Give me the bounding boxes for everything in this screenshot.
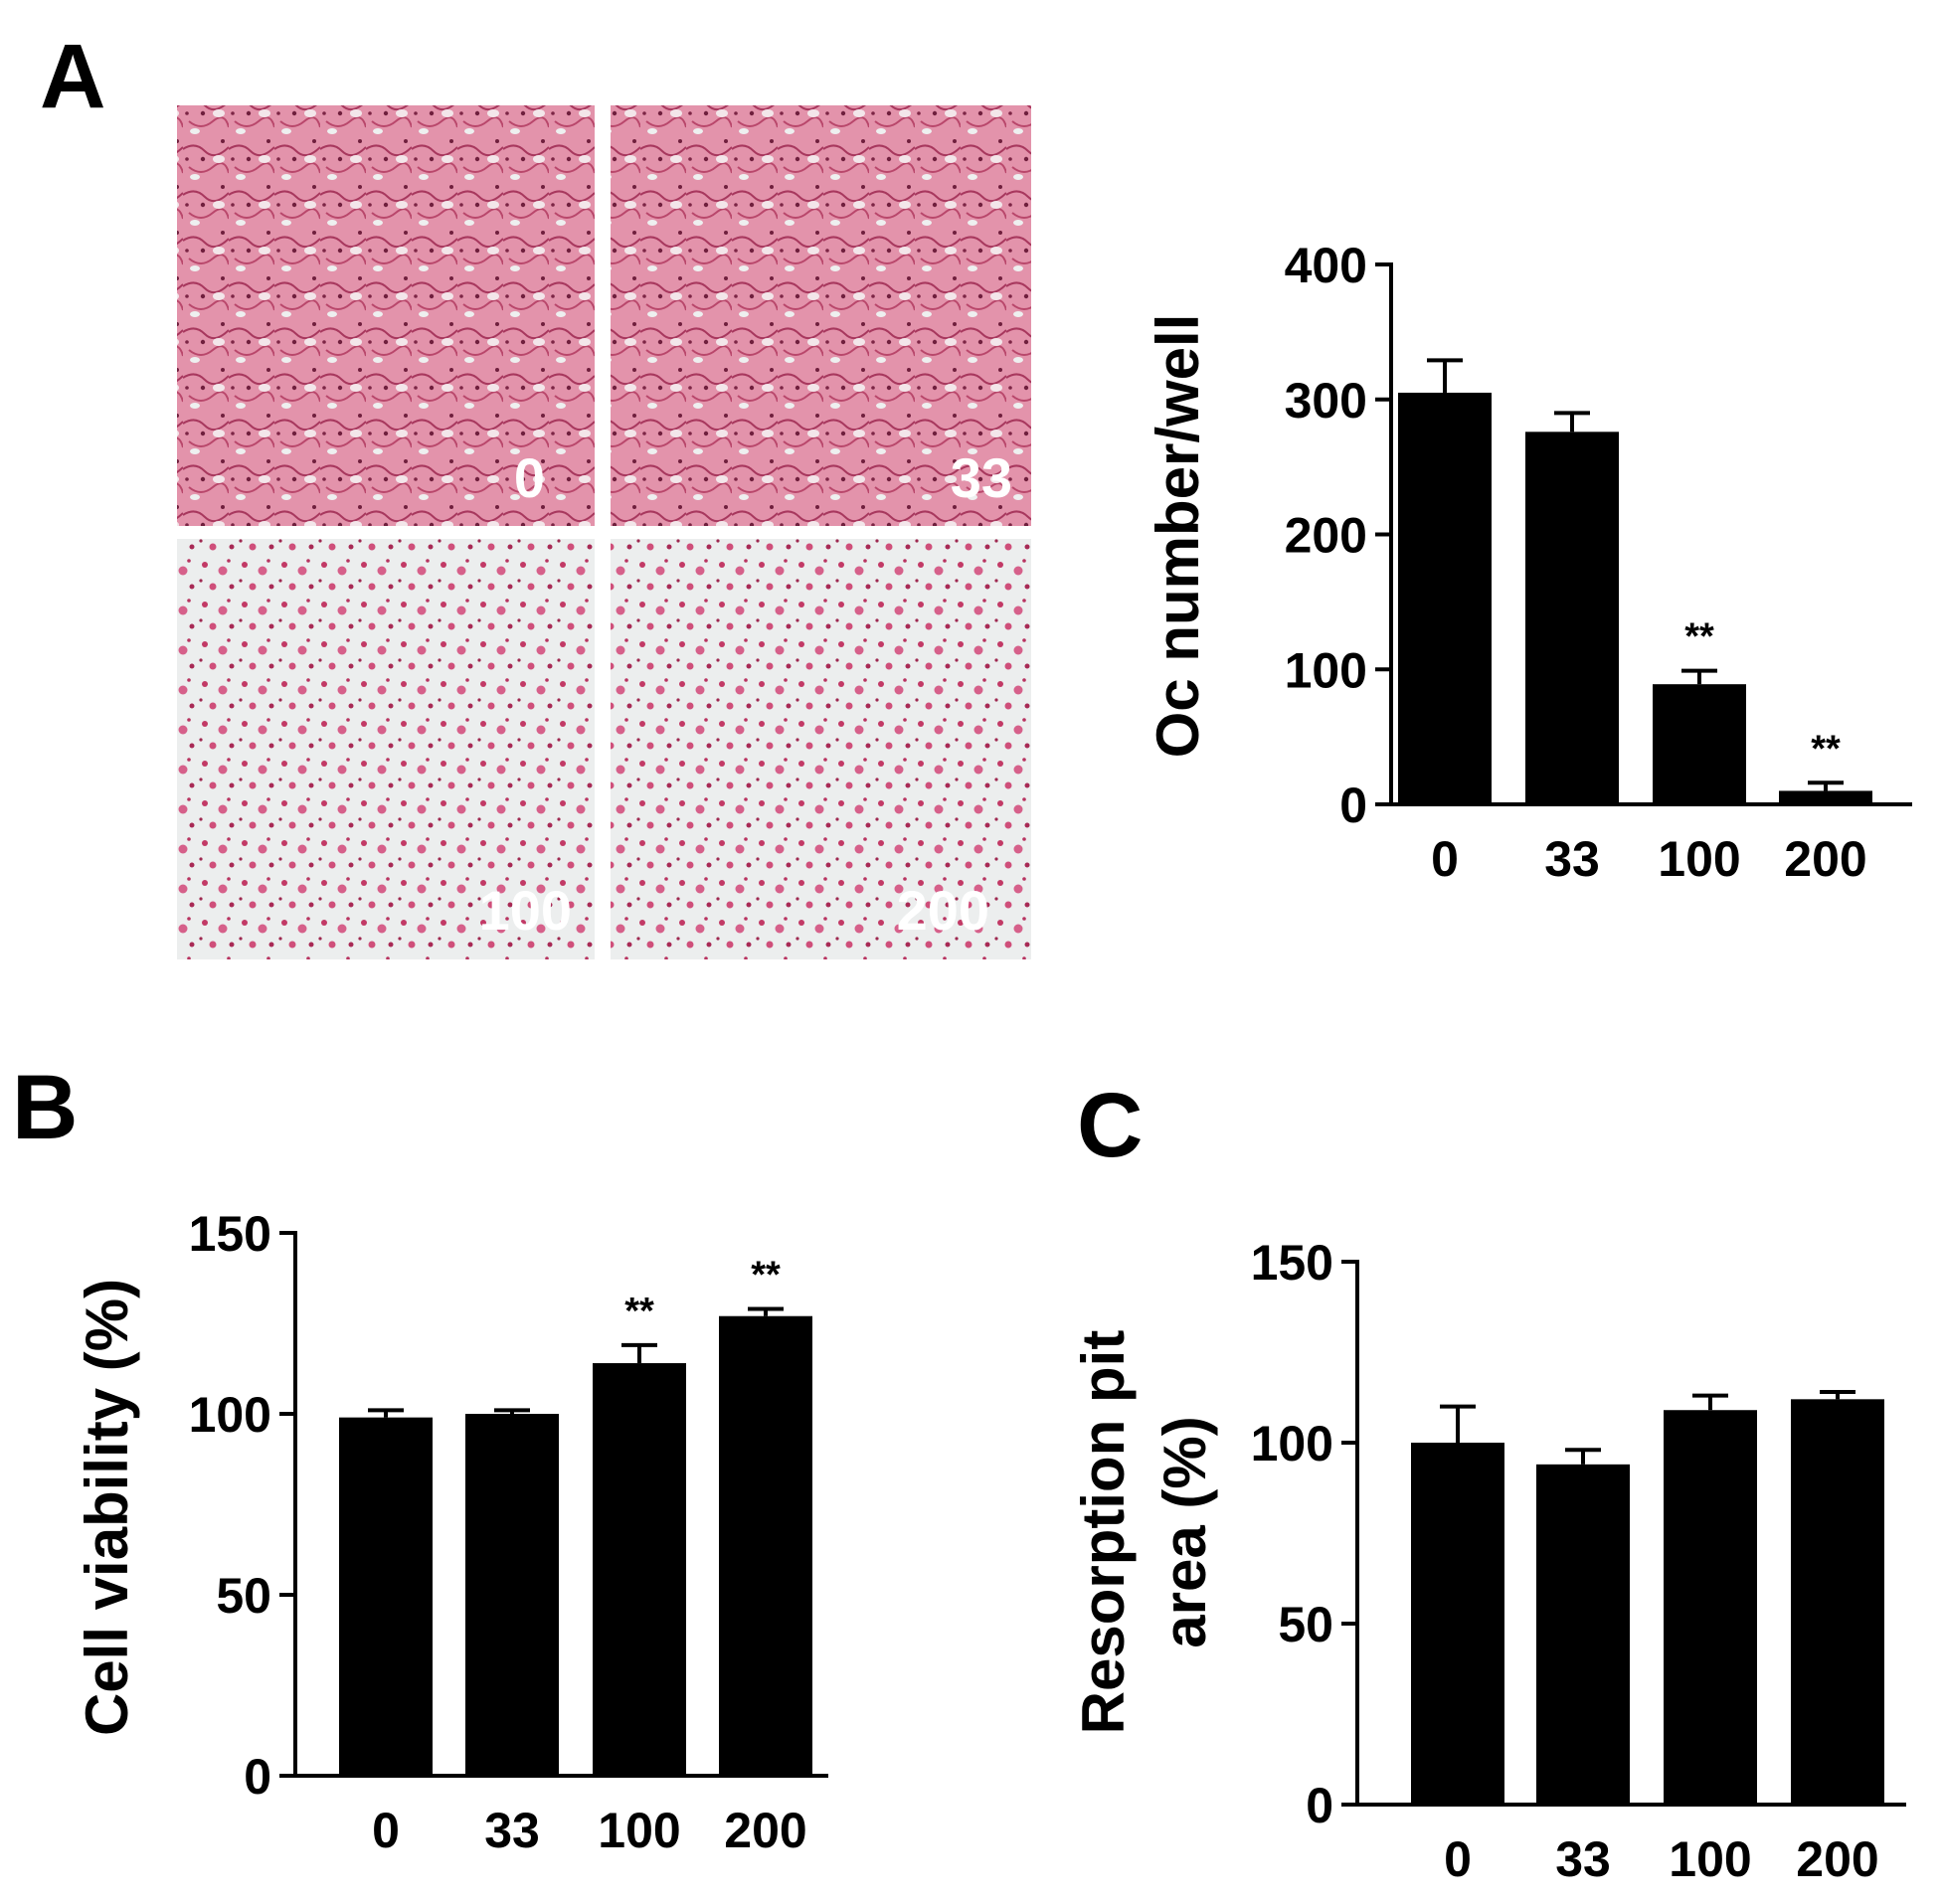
x-tick-label: 33 [484,1803,540,1858]
bar [1525,432,1619,804]
micrograph [177,539,595,959]
panel-label: A [40,26,105,127]
micrograph [611,539,1031,959]
y-tick-label: 100 [189,1387,271,1443]
y-tick-label: 0 [1306,1778,1333,1833]
bar [1398,392,1492,804]
micrograph-label: 33 [951,446,1012,509]
y-tick-label: 100 [1285,642,1367,698]
bar [1779,790,1872,804]
y-axis-label: Cell viability (%) [74,1279,140,1736]
micrograph-label: 100 [479,879,572,942]
x-tick-label: 0 [1431,831,1459,887]
y-tick-label: 0 [244,1749,271,1805]
y-tick-label: 200 [1285,508,1367,564]
micrograph [611,105,1031,526]
x-tick-label: 0 [1444,1831,1472,1887]
bar [1791,1399,1884,1805]
micrograph [177,105,595,526]
x-tick-label: 100 [1669,1831,1751,1887]
y-tick-label: 150 [189,1206,271,1262]
panel-label: C [1077,1075,1143,1176]
x-tick-label: 200 [724,1803,806,1858]
y-axis-label: Oc number/well [1145,314,1211,759]
y-tick-label: 50 [1278,1597,1333,1652]
bar [593,1363,686,1776]
bar [1536,1464,1630,1805]
significance-mark: ** [1684,616,1714,658]
bar [719,1315,812,1776]
bar [1664,1410,1757,1805]
panel-label: B [12,1057,78,1158]
bar [1411,1443,1504,1805]
x-tick-label: 200 [1796,1831,1878,1887]
y-tick-label: 150 [1251,1235,1333,1291]
x-tick-label: 100 [1658,831,1740,887]
x-tick-label: 200 [1784,831,1866,887]
significance-mark: ** [751,1254,781,1296]
y-axis-label: Resorption pit [1070,1330,1137,1735]
bar [339,1417,433,1776]
y-tick-label: 0 [1339,778,1367,833]
x-tick-label: 0 [372,1803,400,1858]
significance-mark: ** [1811,728,1841,770]
y-tick-label: 50 [216,1568,271,1624]
x-tick-label: 33 [1544,831,1600,887]
bar [465,1414,559,1776]
micrograph-label: 200 [897,879,989,942]
y-tick-label: 400 [1285,238,1367,293]
y-axis-label: area (%) [1151,1416,1218,1647]
bar [1653,684,1746,804]
micrograph-label: 0 [514,446,545,509]
x-tick-label: 33 [1555,1831,1611,1887]
y-tick-label: 300 [1285,373,1367,429]
x-tick-label: 100 [598,1803,680,1858]
significance-mark: ** [624,1291,654,1332]
y-tick-label: 100 [1251,1416,1333,1471]
